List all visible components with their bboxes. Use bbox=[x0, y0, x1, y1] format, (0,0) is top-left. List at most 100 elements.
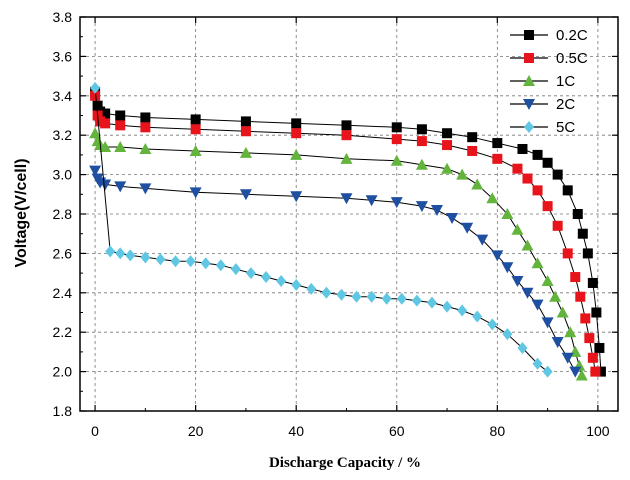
data-point bbox=[587, 352, 598, 363]
data-point bbox=[291, 118, 302, 129]
data-point bbox=[290, 148, 303, 160]
data-point bbox=[189, 187, 202, 199]
data-point bbox=[276, 274, 287, 287]
data-point bbox=[105, 245, 116, 258]
data-point bbox=[562, 185, 573, 196]
legend-label: 1C bbox=[556, 73, 575, 90]
data-point bbox=[541, 317, 554, 329]
data-point bbox=[140, 112, 151, 123]
data-point bbox=[517, 143, 528, 154]
data-point bbox=[442, 140, 453, 151]
data-point bbox=[92, 100, 103, 111]
data-point bbox=[390, 197, 403, 209]
data-point bbox=[125, 249, 136, 262]
data-point bbox=[351, 290, 362, 303]
data-point bbox=[90, 81, 101, 94]
series-5 bbox=[90, 81, 553, 378]
data-point bbox=[416, 124, 427, 135]
data-point bbox=[486, 192, 499, 204]
data-point bbox=[502, 328, 513, 341]
y-tick-label: 3.6 bbox=[53, 48, 73, 64]
data-point bbox=[472, 310, 483, 323]
y-tick-label: 1.8 bbox=[53, 403, 73, 419]
data-point bbox=[155, 253, 166, 266]
legend-item: 2C bbox=[510, 96, 575, 113]
data-point bbox=[531, 257, 544, 269]
data-point bbox=[321, 286, 332, 299]
data-point bbox=[396, 292, 407, 305]
data-point bbox=[391, 122, 402, 133]
data-point bbox=[190, 114, 201, 125]
data-point bbox=[442, 128, 453, 139]
x-tick-label: 20 bbox=[188, 423, 204, 439]
data-point bbox=[115, 120, 126, 131]
y-tick-label: 3.8 bbox=[53, 9, 73, 25]
data-point bbox=[517, 341, 528, 354]
data-point bbox=[114, 181, 127, 193]
x-tick-label: 80 bbox=[490, 423, 506, 439]
data-point bbox=[365, 195, 378, 207]
x-tick-label: 40 bbox=[288, 423, 304, 439]
legend-marker bbox=[524, 53, 534, 63]
data-point bbox=[89, 127, 102, 139]
y-tick-label: 2.4 bbox=[53, 285, 73, 301]
data-point bbox=[115, 247, 126, 260]
legend-marker bbox=[524, 121, 534, 133]
data-point bbox=[415, 158, 428, 170]
data-point bbox=[487, 318, 498, 331]
data-point bbox=[340, 193, 353, 205]
data-point bbox=[415, 201, 428, 213]
data-point bbox=[561, 352, 574, 364]
legend-item: 0.5C bbox=[510, 50, 588, 67]
data-point bbox=[582, 248, 593, 259]
x-tick-label: 0 bbox=[91, 423, 99, 439]
legend-marker bbox=[523, 75, 535, 86]
data-point bbox=[501, 262, 514, 274]
data-point bbox=[381, 292, 392, 305]
y-tick-label: 2.2 bbox=[53, 324, 73, 340]
data-point bbox=[521, 239, 534, 251]
data-point bbox=[442, 300, 453, 313]
data-point bbox=[411, 294, 422, 307]
legend-label: 5C bbox=[556, 119, 575, 136]
data-point bbox=[140, 122, 151, 133]
data-point bbox=[562, 248, 573, 259]
data-point bbox=[457, 304, 468, 317]
data-point bbox=[492, 138, 503, 149]
data-point bbox=[114, 141, 127, 153]
data-point bbox=[430, 205, 443, 217]
data-point bbox=[185, 255, 196, 268]
data-point bbox=[542, 157, 553, 168]
data-point bbox=[541, 274, 554, 286]
data-point bbox=[587, 277, 598, 288]
data-point bbox=[416, 136, 427, 147]
data-point bbox=[522, 173, 533, 184]
y-tick-label: 2.6 bbox=[53, 245, 73, 261]
data-point bbox=[390, 154, 403, 166]
data-point bbox=[532, 149, 543, 160]
data-point bbox=[240, 116, 251, 127]
data-point bbox=[549, 290, 562, 302]
data-point bbox=[100, 108, 111, 119]
y-tick-label: 3.4 bbox=[53, 88, 73, 104]
series-line bbox=[94, 133, 583, 376]
legend-item: 0.2C bbox=[510, 27, 588, 44]
y-tick-label: 3.2 bbox=[53, 127, 73, 143]
data-point bbox=[426, 296, 437, 309]
data-point bbox=[230, 263, 241, 276]
series-line bbox=[94, 170, 576, 372]
data-point bbox=[471, 178, 484, 190]
data-point bbox=[476, 234, 489, 246]
data-point bbox=[569, 366, 582, 378]
data-point bbox=[590, 366, 601, 377]
data-point bbox=[511, 275, 524, 287]
data-point bbox=[531, 299, 544, 311]
data-point bbox=[441, 162, 454, 174]
legend-item: 5C bbox=[510, 119, 575, 136]
data-point bbox=[139, 142, 152, 154]
data-point bbox=[341, 130, 352, 141]
data-point bbox=[556, 306, 569, 318]
y-axis-title: Voltage(V/cell) bbox=[13, 158, 30, 267]
